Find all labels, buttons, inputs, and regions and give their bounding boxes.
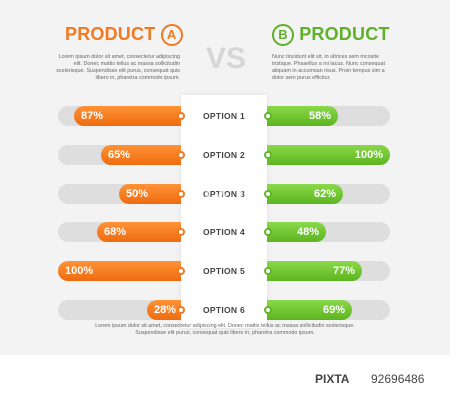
product-b-track: 100%: [267, 145, 390, 165]
credit-logo: PIXTA: [315, 372, 350, 386]
option-label: OPTION 4: [202, 227, 246, 237]
product-a-track: 50%: [58, 184, 181, 204]
product-a-bar: 87%: [74, 106, 181, 126]
product-a-title: PRODUCT A: [65, 24, 183, 47]
option-label: OPTION 2: [202, 150, 246, 160]
product-a-track: 28%: [58, 300, 181, 320]
product-b-track: 48%: [267, 222, 390, 242]
option-label: OPTION 6: [202, 305, 246, 315]
footer-text: Lorem ipsum dolor sit amet, consectetur …: [95, 323, 355, 336]
product-b-title: B PRODUCT: [272, 24, 390, 47]
product-a-connector-dot: [177, 190, 185, 198]
product-b-connector-dot: [264, 151, 272, 159]
product-a-bar: 28%: [147, 300, 181, 320]
product-a-description: Lorem ipsum dolor sit amet, consectetur …: [56, 54, 180, 81]
vs-label: VS: [205, 42, 247, 75]
product-b-label: PRODUCT: [299, 24, 390, 44]
product-a-connector-dot: [177, 112, 185, 120]
product-a-badge: A: [160, 24, 183, 47]
product-a-track: 87%: [58, 106, 181, 126]
product-b-bar: 77%: [267, 261, 362, 281]
options-column: [181, 95, 267, 328]
option-label: OPTION 5: [202, 266, 246, 276]
product-b-description: Nunc tincidunt elit sit, in ultrices sem…: [272, 54, 385, 81]
credit-id: 92696486: [371, 372, 425, 386]
product-a-track: 100%: [58, 261, 181, 281]
option-label: OPTION 3: [202, 189, 246, 199]
product-b-track: 58%: [267, 106, 390, 126]
product-b-bar: 69%: [267, 300, 352, 320]
product-a-connector-dot: [177, 151, 185, 159]
product-b-bar: 58%: [267, 106, 338, 126]
watermark-text: FIXTA: [186, 178, 270, 208]
product-b-track: 77%: [267, 261, 390, 281]
product-a-label: PRODUCT: [65, 24, 156, 44]
product-b-badge: B: [272, 24, 294, 47]
product-a-bar: 65%: [101, 145, 181, 165]
product-a-track: 68%: [58, 222, 181, 242]
product-b-track: 69%: [267, 300, 390, 320]
product-b-connector-dot: [264, 306, 272, 314]
product-a-bar: 68%: [97, 222, 181, 242]
option-label: OPTION 1: [202, 111, 246, 121]
product-b-connector-dot: [264, 267, 272, 275]
product-a-bar: 100%: [58, 261, 181, 281]
product-b-bar: 62%: [267, 184, 343, 204]
product-b-bar: 48%: [267, 222, 326, 242]
product-a-bar: 50%: [119, 184, 181, 204]
product-a-connector-dot: [177, 228, 185, 236]
product-a-track: 65%: [58, 145, 181, 165]
product-a-connector-dot: [177, 306, 185, 314]
product-b-bar: 100%: [267, 145, 390, 165]
product-b-connector-dot: [264, 190, 272, 198]
product-a-connector-dot: [177, 267, 185, 275]
product-b-connector-dot: [264, 228, 272, 236]
product-b-connector-dot: [264, 112, 272, 120]
product-b-track: 62%: [267, 184, 390, 204]
